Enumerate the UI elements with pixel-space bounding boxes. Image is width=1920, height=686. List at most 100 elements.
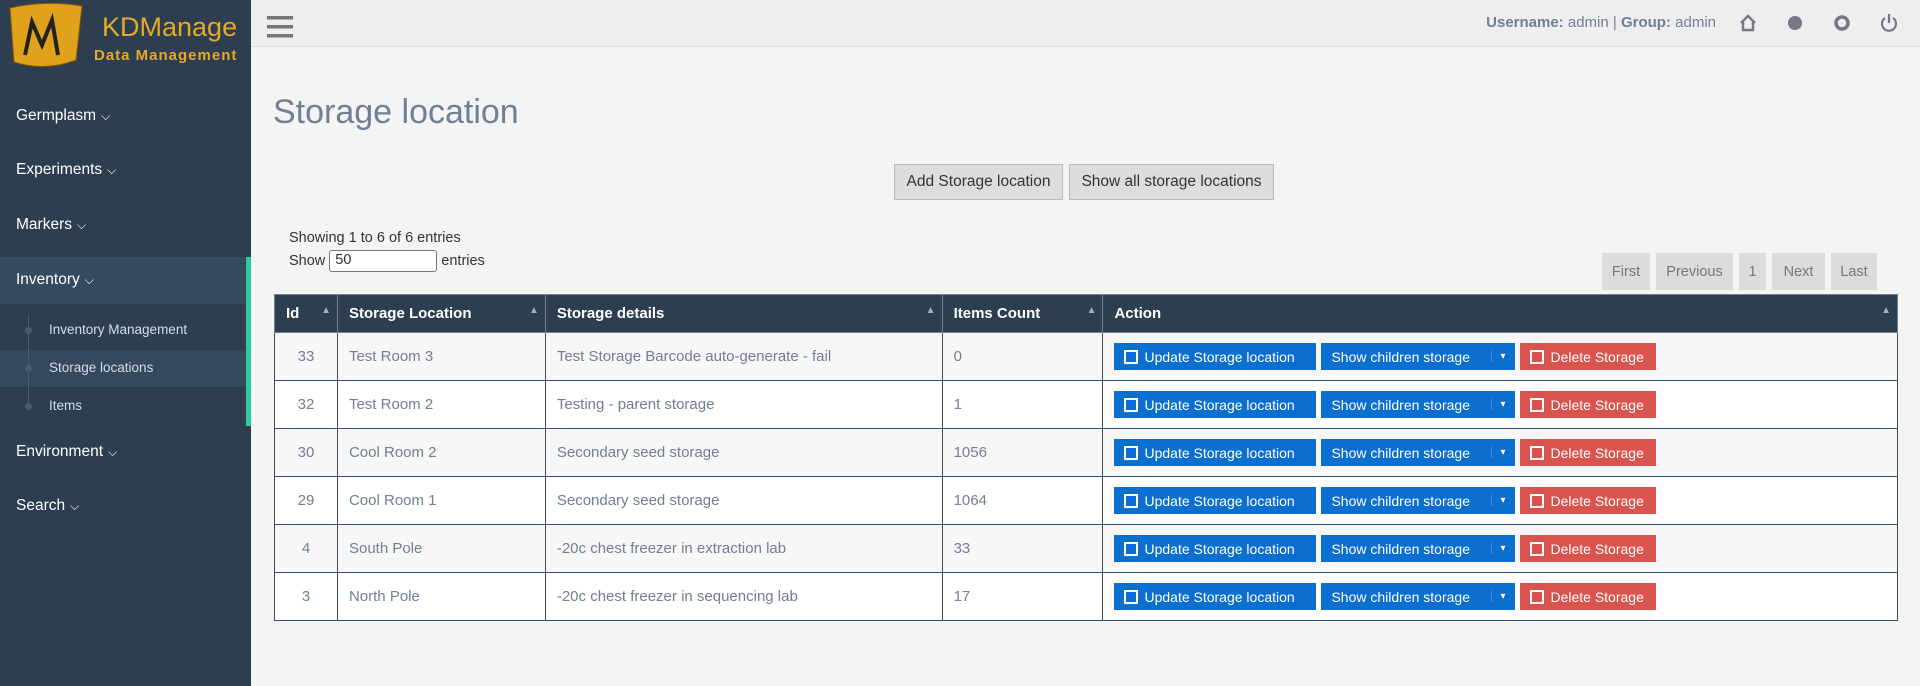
menu-item[interactable]: Markers ⌵ <box>16 216 86 234</box>
table-row: 4 South Pole -20c chest freezer in extract… <box>274 524 1898 573</box>
action-button[interactable]: Show children storage ▾ <box>1321 487 1516 514</box>
button-icon <box>1530 445 1545 460</box>
submenu-item[interactable]: Storage locations <box>49 360 154 375</box>
action-button[interactable]: Show children storage ▾ <box>1321 439 1516 466</box>
button-label: Delete Storage <box>1550 396 1644 413</box>
column-header[interactable]: Storage details ▲ <box>544 294 943 333</box>
action-button[interactable]: Delete Storage <box>1520 391 1657 418</box>
action-button[interactable]: Show children storage ▾ <box>1321 343 1516 370</box>
pagination-next[interactable]: Next <box>1772 253 1825 290</box>
cell: 0 <box>941 332 1104 381</box>
cell: North Pole <box>336 572 546 621</box>
cell: 1056 <box>941 428 1104 477</box>
button-label: Show children storage <box>1331 540 1470 557</box>
length-select[interactable]: 50 <box>329 250 438 272</box>
button-label: Show children storage <box>1331 444 1470 461</box>
group: admin <box>1675 14 1716 31</box>
button-label: Delete Storage <box>1550 588 1644 605</box>
menu-item[interactable]: Experiments ⌵ <box>16 161 116 179</box>
action-button[interactable]: Update Storage location <box>1114 535 1317 562</box>
logo-icon <box>9 2 83 68</box>
button-label: Update Storage location <box>1144 444 1295 461</box>
active-indicator <box>246 257 251 426</box>
action-button[interactable]: Update Storage location <box>1114 343 1317 370</box>
help-icon[interactable] <box>1788 16 1802 30</box>
button-icon <box>1530 589 1545 604</box>
action-button[interactable]: Update Storage location <box>1114 487 1317 514</box>
sort-icon: ▲ <box>1881 305 1891 316</box>
column-label: Storage details <box>556 305 665 322</box>
table-body: 33 Test Room 3 Test Storage Barcode auto-g… <box>274 332 1898 621</box>
button-icon <box>1124 541 1139 556</box>
action-button[interactable]: Delete Storage <box>1520 583 1657 610</box>
cell: 29 <box>274 476 338 525</box>
button-label: Update Storage location <box>1144 396 1295 413</box>
pagination-last[interactable]: Last <box>1831 253 1877 290</box>
column-header[interactable]: Id ▲ <box>274 294 338 333</box>
storage-table: Id ▲ Storage Location ▲ Storage details ▲ Item… <box>274 294 1898 621</box>
action-button[interactable]: Show children storage ▾ <box>1321 583 1516 610</box>
action-button[interactable]: Update Storage location <box>1114 391 1317 418</box>
logo-subtitle: Data Management <box>94 47 238 64</box>
home-icon[interactable] <box>1740 14 1756 32</box>
action-button[interactable]: Delete Storage <box>1520 535 1657 562</box>
submenu-item[interactable]: Inventory Management <box>49 322 188 337</box>
action-button[interactable]: Update Storage location <box>1114 439 1317 466</box>
menu-label: Germplasm <box>16 107 97 124</box>
button-icon <box>1530 493 1545 508</box>
action-button[interactable]: Update Storage location <box>1114 583 1317 610</box>
action-cell: Update Storage location Show children sto… <box>1102 380 1898 429</box>
button-label: Update Storage location <box>1144 540 1295 557</box>
column-label: Items Count <box>953 305 1041 322</box>
button-label: Delete Storage <box>1550 492 1644 509</box>
menu-item[interactable]: Inventory ⌵ <box>16 271 94 289</box>
chevron: ⌵ <box>84 273 94 287</box>
logout-icon[interactable] <box>1880 14 1898 32</box>
action-button[interactable]: Show children storage ▾ <box>1321 535 1516 562</box>
chevron: ⌵ <box>76 218 87 232</box>
add-button[interactable]: Add Storage location <box>894 164 1063 200</box>
menu-item[interactable]: Environment ⌵ <box>16 443 117 461</box>
menu-label: Environment <box>16 443 104 460</box>
cell: Test Room 2 <box>336 380 546 429</box>
chevron: ⌵ <box>108 445 118 459</box>
submenu-dot <box>25 365 32 372</box>
menu-active-bg <box>0 257 251 304</box>
action-button[interactable]: Delete Storage <box>1520 343 1657 370</box>
submenu-item[interactable]: Items <box>49 398 83 413</box>
button-icon <box>1124 349 1139 364</box>
table-row: 30 Cool Room 2 Secondary seed storage 1056 U… <box>274 428 1898 477</box>
column-header[interactable]: Items Count ▲ <box>941 294 1104 333</box>
hamburger[interactable] <box>267 14 293 40</box>
caret: ▾ <box>1491 447 1505 458</box>
menu-item[interactable]: Germplasm ⌵ <box>16 107 110 125</box>
column-label: Storage Location <box>348 305 472 322</box>
settings-icon[interactable] <box>1834 15 1850 31</box>
sort-icon: ▲ <box>1086 305 1097 316</box>
action-button[interactable]: Delete Storage <box>1520 439 1657 466</box>
header-row: Id ▲ Storage Location ▲ Storage details ▲ Item… <box>274 294 1898 333</box>
menu-label: Search <box>16 497 66 514</box>
table-info: Showing 1 to 6 of 6 entries <box>289 230 461 246</box>
pagination-first[interactable]: First <box>1602 253 1650 290</box>
cell: 33 <box>274 332 338 381</box>
cell: 1 <box>941 380 1104 429</box>
menu-item[interactable]: Search ⌵ <box>16 497 79 515</box>
cell: 4 <box>274 524 338 573</box>
username: admin <box>1567 14 1609 31</box>
column-header[interactable]: Storage Location ▲ <box>336 294 546 333</box>
label: Username: <box>1486 14 1564 31</box>
column-header[interactable]: Action ▲ <box>1102 294 1898 333</box>
button-label: Show children storage <box>1331 396 1470 413</box>
chevron: ⌵ <box>101 109 111 123</box>
caret: ▾ <box>1491 543 1505 554</box>
caret: ▾ <box>1491 495 1505 506</box>
cell: Secondary seed storage <box>544 476 943 525</box>
cell: 32 <box>274 380 338 429</box>
action-button[interactable]: Delete Storage <box>1520 487 1657 514</box>
show-all-button[interactable]: Show all storage locations <box>1069 164 1274 200</box>
pagination-previous[interactable]: Previous <box>1656 253 1733 290</box>
logo[interactable]: KDManage Data Management <box>0 0 251 75</box>
action-button[interactable]: Show children storage ▾ <box>1321 391 1516 418</box>
pagination-page[interactable]: 1 <box>1739 253 1766 290</box>
